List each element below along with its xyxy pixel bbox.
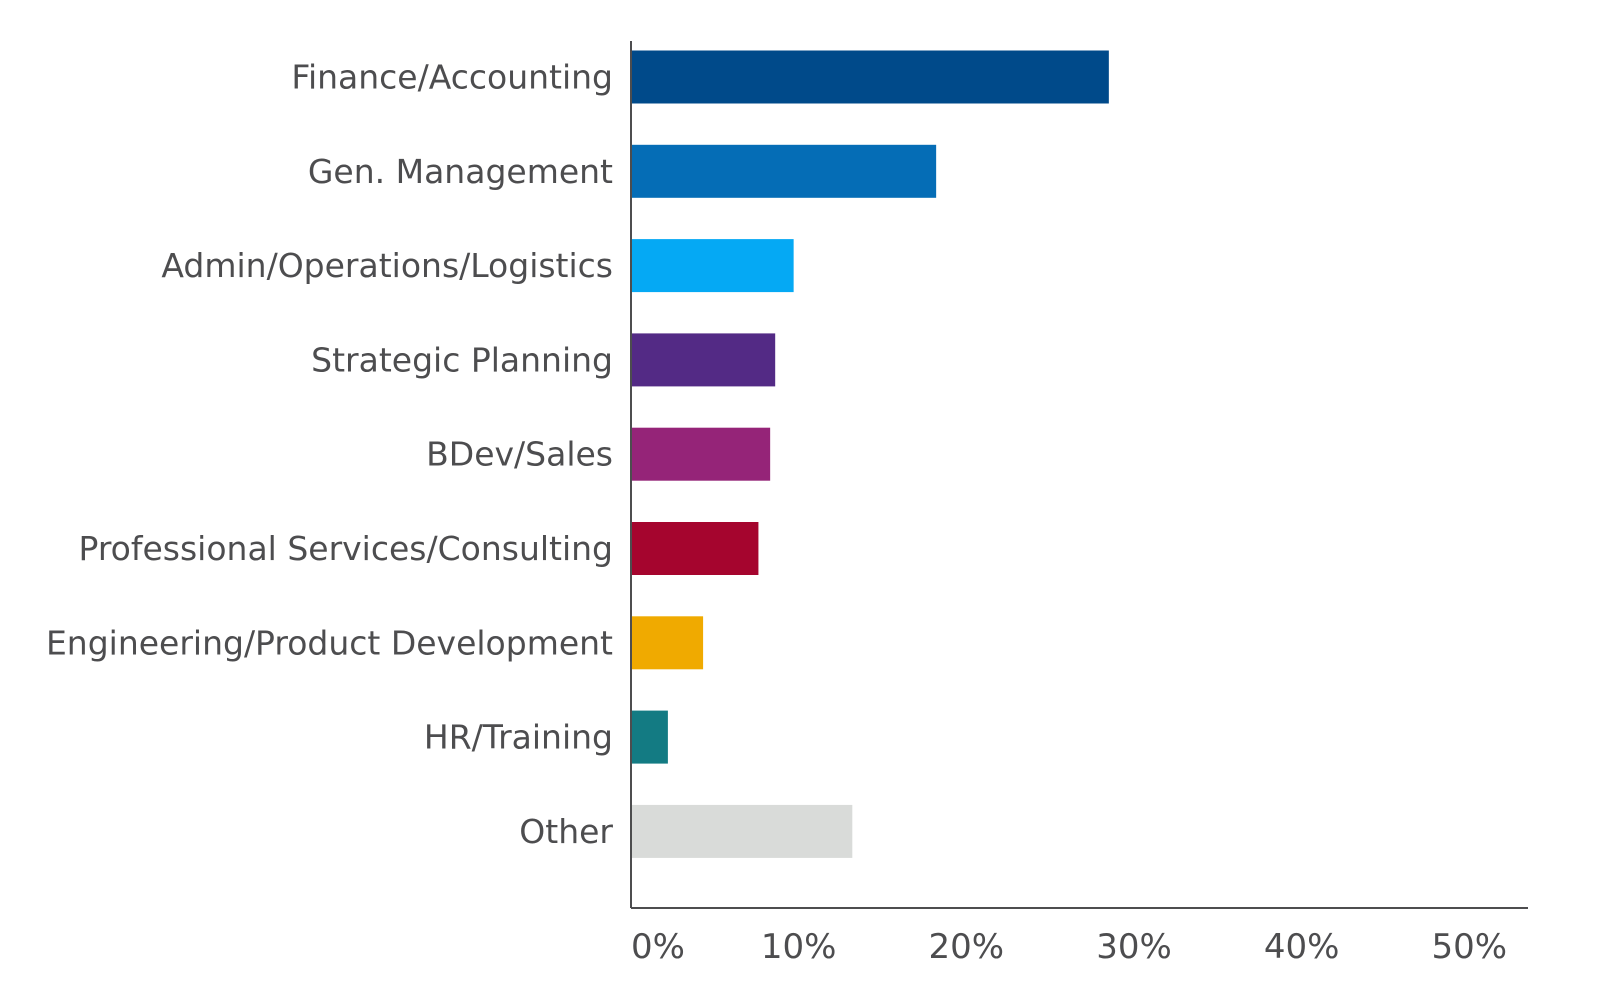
category-label-strategic-planning: Strategic Planning [311, 340, 613, 379]
bar-professional-services-consulting [631, 522, 759, 575]
category-label-hr-training: HR/Training [424, 718, 613, 757]
category-label-bdev-sales: BDev/Sales [426, 435, 613, 474]
bar-admin-operations-logistics [631, 239, 794, 293]
bar-engineering-product-development [631, 616, 704, 670]
x-tick-label-30: 30% [1096, 927, 1172, 967]
category-label-finance-accounting: Finance/Accounting [291, 58, 613, 97]
x-tick-label-50: 50% [1432, 927, 1508, 967]
category-label-other: Other [519, 812, 613, 851]
bars-layer [631, 50, 1109, 858]
x-tick-label-40: 40% [1264, 927, 1340, 967]
category-label-admin-operations-logistics: Admin/Operations/Logistics [161, 246, 613, 285]
bar-strategic-planning [631, 333, 776, 387]
bar-gen-management [631, 144, 937, 198]
bar-bdev-sales [631, 427, 771, 481]
bar-other [631, 804, 853, 858]
category-label-gen-management: Gen. Management [308, 152, 613, 191]
bar-finance-accounting [631, 50, 1109, 104]
x-tick-label-20: 20% [929, 927, 1005, 967]
category-label-engineering-product-development: Engineering/Product Development [46, 623, 613, 662]
x-tick-labels: 0% 10% 20% 30% 40% 50% [631, 927, 1507, 967]
bar-hr-training [631, 710, 668, 764]
x-tick-label-0: 0% [631, 927, 685, 967]
category-labels: Finance/Accounting Gen. Management Admin/O… [46, 58, 613, 851]
x-tick-label-10: 10% [761, 927, 837, 967]
category-label-professional-services-consulting: Professional Services/Consulting [79, 529, 613, 568]
